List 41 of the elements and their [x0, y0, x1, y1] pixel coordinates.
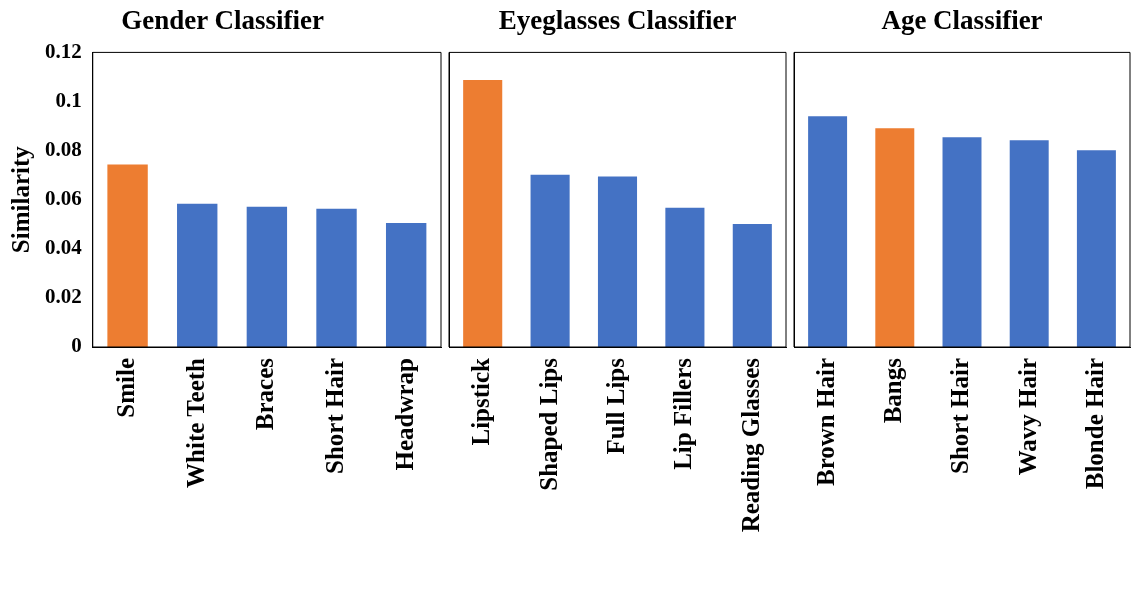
bar	[530, 174, 570, 347]
bar	[665, 207, 705, 347]
y-tick-label: 0.04	[45, 235, 83, 260]
y-tick-label: 0.06	[45, 186, 82, 211]
x-tick-label: Brown Hair	[812, 358, 840, 487]
x-tick-label: Blonde Hair	[1080, 358, 1108, 490]
chart-title: Gender Classifier	[121, 5, 324, 36]
y-tick-label: 0.02	[45, 284, 82, 309]
bar	[1009, 140, 1049, 347]
x-tick-label: Headwrap	[390, 358, 418, 471]
x-tick-label: Reading Glasses	[736, 357, 764, 533]
x-tick-label: Full Lips	[601, 357, 629, 455]
x-tick-label: Lip Fillers	[669, 357, 697, 470]
x-tick-label: Short Hair	[946, 358, 974, 474]
y-axis-title: Similarity	[7, 145, 35, 254]
chart-title: Eyeglasses Classifier	[498, 5, 737, 36]
x-tick-label: Bangs	[879, 357, 907, 424]
bar	[942, 137, 982, 347]
chart-title: Age Classifier	[881, 5, 1043, 36]
y-tick-label: 0	[71, 333, 82, 358]
x-tick-label: Lipstick	[467, 357, 495, 446]
y-tick-label: 0.1	[55, 87, 82, 112]
bar	[808, 116, 848, 347]
bar	[385, 223, 427, 347]
bar	[177, 203, 218, 347]
bar	[246, 206, 288, 347]
bar	[107, 164, 148, 347]
x-tick-label: Wavy Hair	[1013, 358, 1041, 476]
bar	[316, 208, 357, 347]
x-tick-label: Shaped Lips	[534, 357, 562, 491]
x-tick-label: White Teeth	[181, 357, 209, 488]
bar	[875, 128, 915, 347]
bar	[732, 224, 772, 347]
x-tick-label: Smile	[112, 358, 140, 418]
bar	[597, 176, 638, 347]
x-tick-label: Short Hair	[320, 358, 348, 474]
x-tick-label: Braces	[251, 357, 279, 431]
bar	[463, 79, 503, 347]
bar	[1076, 150, 1116, 347]
y-tick-label: 0.08	[45, 137, 82, 162]
y-tick-label: 0.12	[45, 38, 82, 63]
